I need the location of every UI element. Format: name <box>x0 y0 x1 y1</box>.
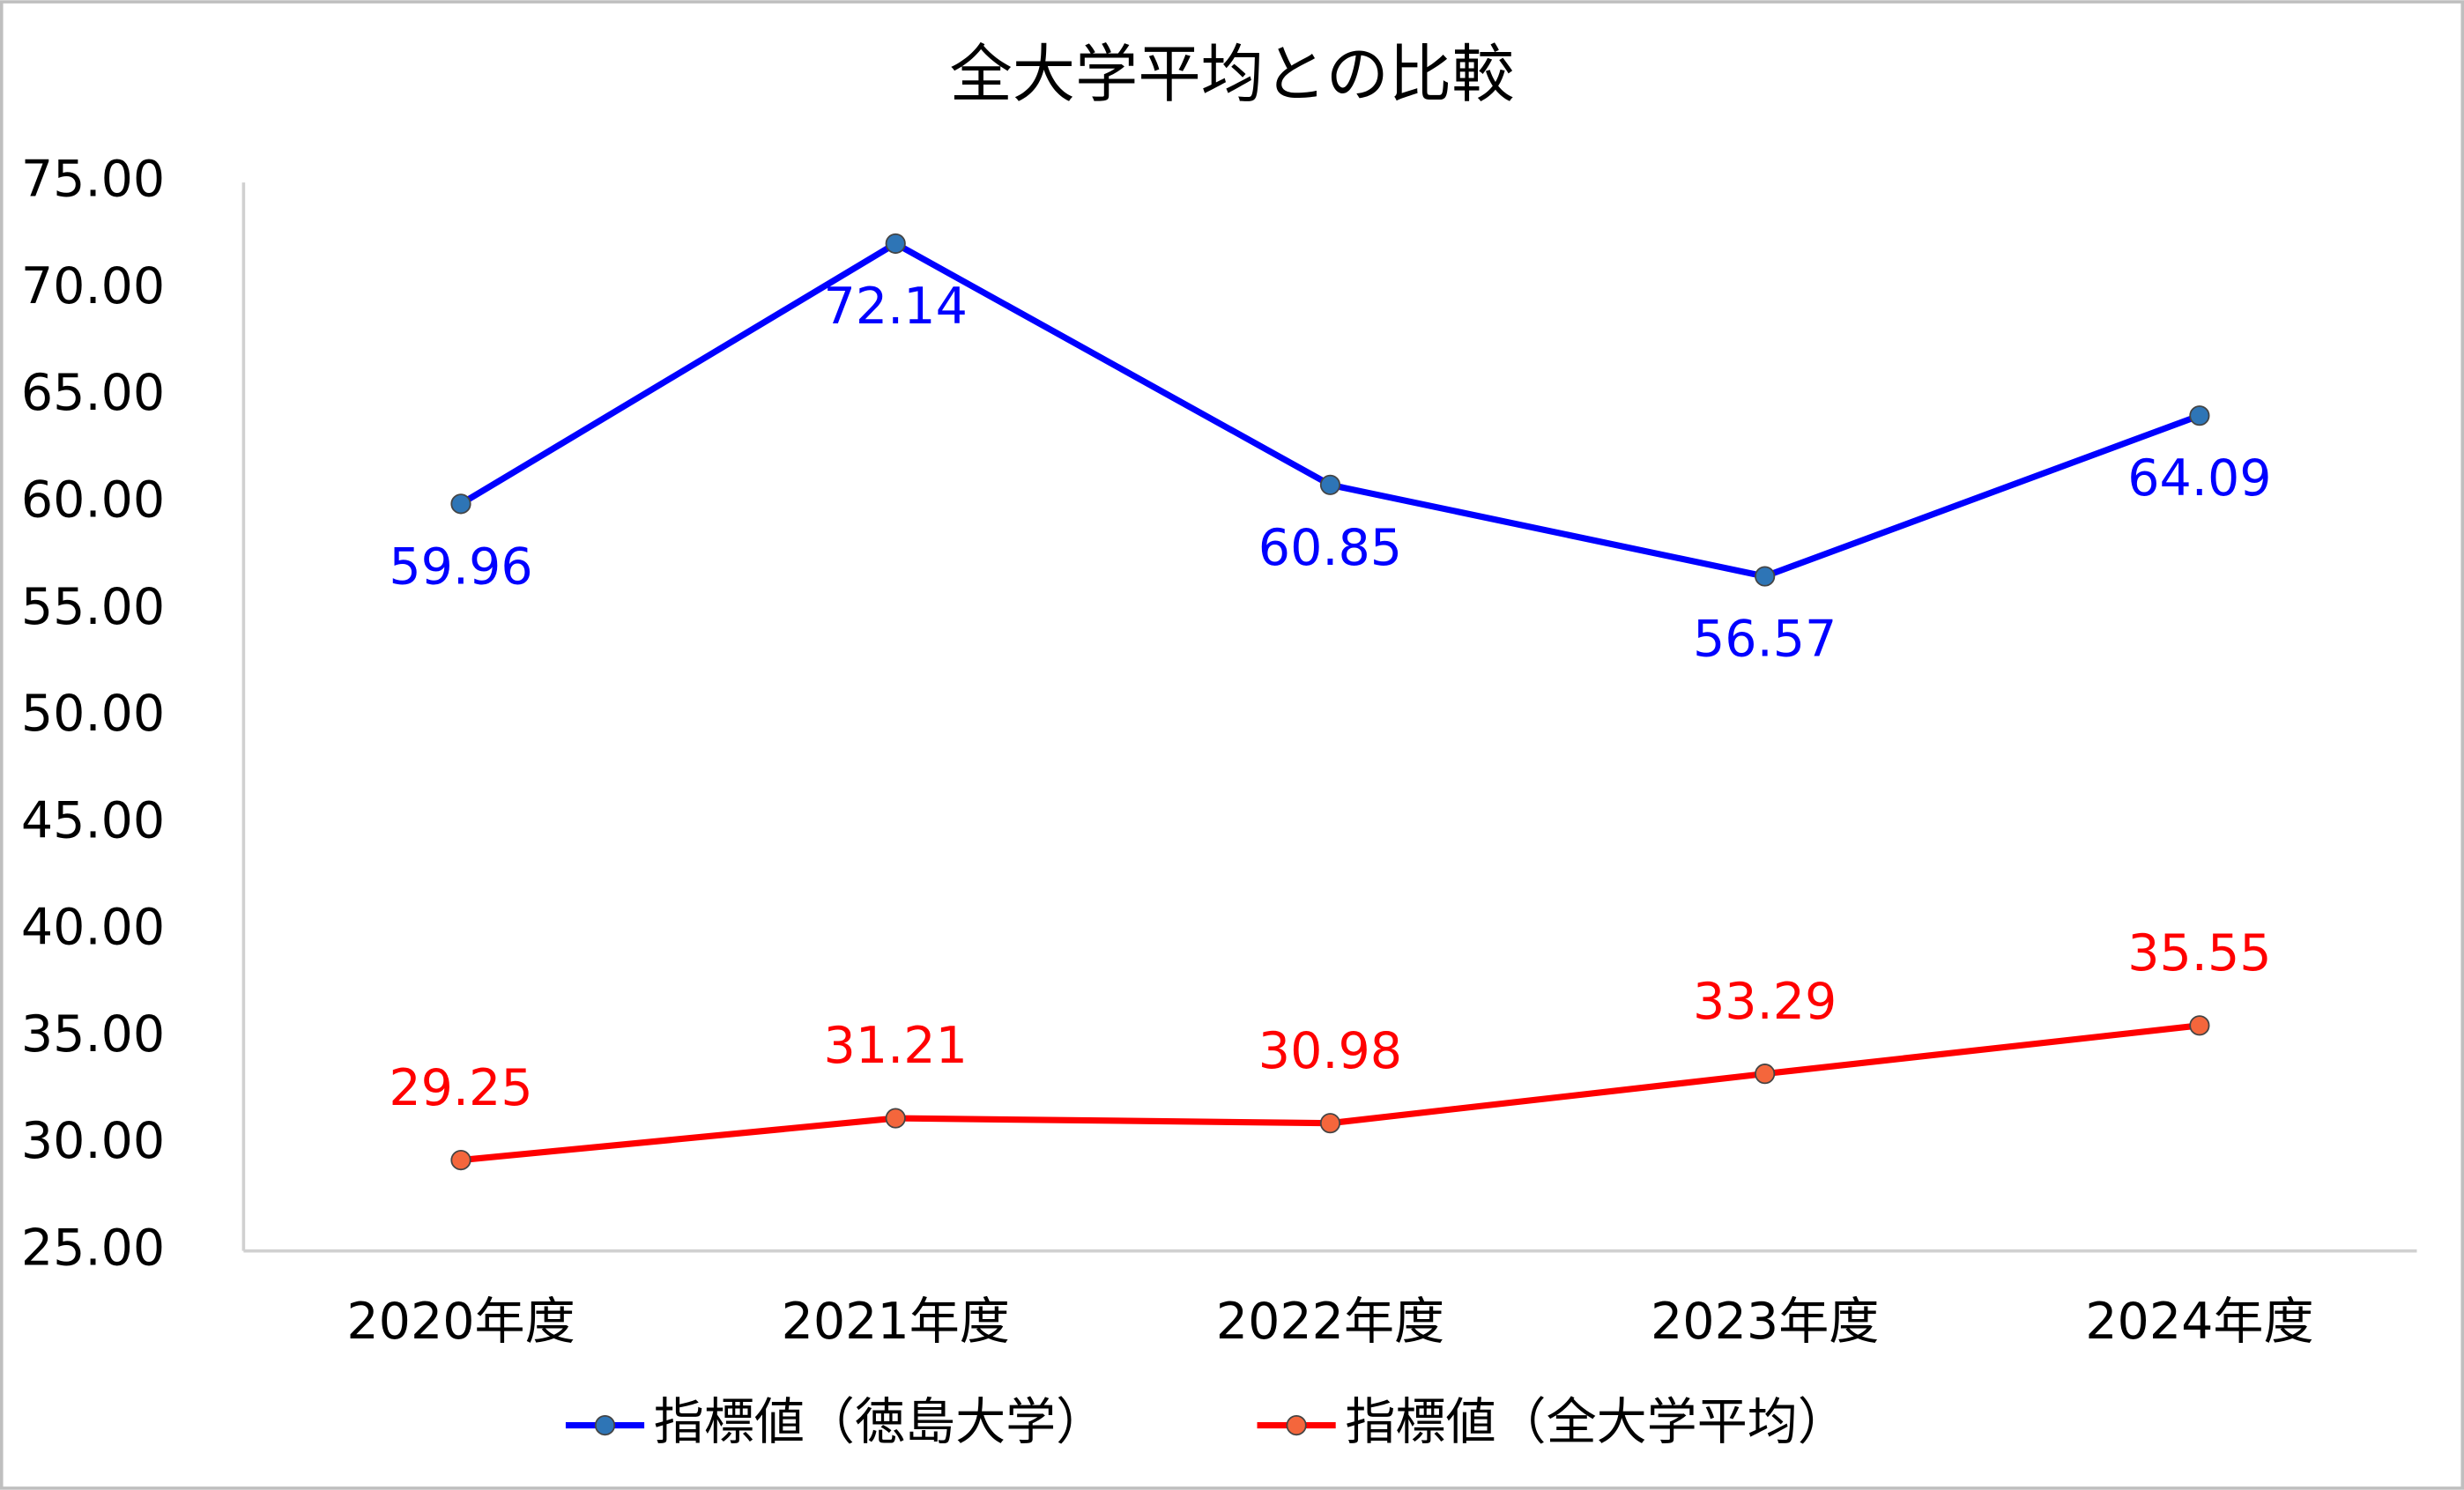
x-tick-label: 2023年度 <box>1651 1293 1879 1351</box>
data-point <box>2189 1015 2210 1036</box>
legend-marker <box>594 1415 616 1436</box>
data-point <box>2189 405 2210 426</box>
data-point <box>450 493 471 515</box>
data-point <box>885 1108 906 1129</box>
data-point <box>1755 1064 1776 1085</box>
data-label: 59.96 <box>389 537 532 596</box>
data-label: 35.55 <box>2127 924 2271 982</box>
y-tick-label: 50.00 <box>21 685 165 743</box>
data-label: 64.09 <box>2127 449 2271 508</box>
data-point <box>1755 566 1776 587</box>
data-label: 56.57 <box>1693 611 1837 669</box>
legend-marker <box>1286 1415 1307 1436</box>
data-label: 72.14 <box>824 278 968 336</box>
y-tick-label: 60.00 <box>21 471 165 530</box>
legend-label: 指標値（徳島大学） <box>654 1393 1106 1451</box>
x-tick-label: 2022年度 <box>1216 1293 1444 1351</box>
data-label: 29.25 <box>389 1059 532 1117</box>
x-tick-label: 2024年度 <box>2085 1293 2313 1351</box>
data-point <box>1319 474 1341 495</box>
data-label: 60.85 <box>1258 519 1402 577</box>
data-point <box>885 233 906 255</box>
y-tick-label: 40.00 <box>21 899 165 957</box>
y-tick-label: 75.00 <box>21 151 165 209</box>
x-tick-label: 2021年度 <box>782 1293 1010 1351</box>
data-label: 30.98 <box>1258 1022 1402 1080</box>
y-tick-label: 25.00 <box>21 1219 165 1277</box>
chart-title: 全大学平均との比較 <box>949 38 1514 111</box>
x-tick-label: 2020年度 <box>346 1293 575 1351</box>
y-tick-label: 30.00 <box>21 1112 165 1170</box>
data-point <box>1319 1113 1341 1134</box>
y-tick-label: 70.00 <box>21 257 165 315</box>
y-tick-label: 35.00 <box>21 1005 165 1064</box>
legend-label: 指標値（全大学平均） <box>1345 1393 1847 1451</box>
data-label: 31.21 <box>824 1017 968 1075</box>
y-tick-label: 55.00 <box>21 578 165 636</box>
y-tick-label: 45.00 <box>21 791 165 849</box>
data-label: 33.29 <box>1693 973 1837 1031</box>
y-tick-label: 65.00 <box>21 364 165 422</box>
data-point <box>450 1150 471 1171</box>
